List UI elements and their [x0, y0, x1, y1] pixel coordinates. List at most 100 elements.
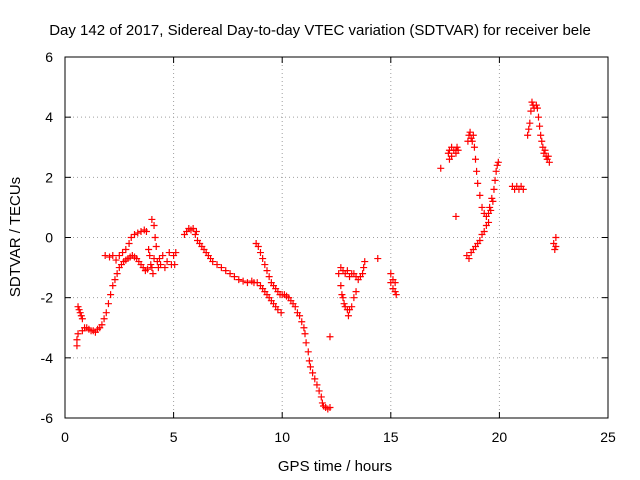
data-point [243, 279, 251, 287]
data-point [537, 131, 545, 139]
data-point [301, 330, 309, 338]
data-point [259, 255, 267, 263]
data-point [298, 318, 306, 326]
data-point [352, 288, 360, 296]
data-point [157, 261, 165, 269]
data-point [392, 291, 400, 299]
data-point [148, 264, 156, 272]
data-point [217, 264, 225, 272]
data-point [146, 252, 154, 260]
y-tick-label: 4 [45, 109, 53, 125]
data-point [101, 252, 109, 260]
data-point [151, 234, 159, 241]
data-points [73, 98, 560, 413]
axis-ticks: 0 5 10 15 20 25 -6 -4 -2 0 2 4 6 [41, 49, 616, 445]
y-tick-label: -4 [41, 350, 54, 366]
data-point [113, 270, 121, 278]
y-tick-label: 6 [45, 49, 53, 65]
data-point [102, 309, 110, 317]
data-point [209, 258, 217, 266]
data-point [524, 131, 532, 139]
data-point [115, 252, 123, 260]
data-point [253, 279, 261, 287]
data-point [265, 273, 273, 281]
data-point [302, 339, 310, 347]
data-point [127, 234, 135, 241]
data-point [545, 158, 553, 166]
x-tick-label: 20 [492, 429, 508, 445]
data-point [339, 294, 347, 302]
data-point [452, 212, 460, 220]
data-point [326, 403, 334, 411]
y-tick-label: 0 [45, 230, 53, 246]
data-point [291, 303, 299, 311]
data-point [304, 348, 312, 356]
data-point [112, 256, 120, 264]
data-point [189, 224, 197, 232]
chart-title: Day 142 of 2017, Sidereal Day-to-day VTE… [49, 22, 591, 39]
data-point [544, 152, 552, 160]
data-point [109, 282, 117, 290]
y-tick-label: -6 [41, 410, 54, 426]
data-point [326, 333, 334, 341]
x-tick-label: 0 [61, 429, 69, 445]
data-point [100, 315, 108, 323]
data-point [109, 252, 117, 260]
data-point [534, 113, 542, 121]
data-point [147, 261, 155, 269]
data-point [261, 261, 269, 269]
data-point [104, 300, 112, 308]
data-point [315, 387, 323, 395]
data-point [74, 330, 82, 338]
data-point [131, 230, 139, 238]
data-point [163, 258, 171, 266]
data-point [453, 143, 461, 151]
y-tick-label: -2 [41, 290, 54, 306]
data-point [172, 249, 180, 257]
data-point [311, 375, 319, 383]
data-point [465, 255, 473, 263]
data-point [348, 303, 356, 311]
data-point [470, 143, 478, 151]
data-point [469, 131, 477, 139]
data-point [277, 309, 285, 317]
data-point [274, 306, 282, 314]
data-point [254, 243, 262, 251]
data-point [485, 218, 493, 226]
data-point [77, 312, 85, 320]
data-point [161, 264, 169, 272]
data-point [476, 191, 484, 199]
data-point [494, 158, 502, 166]
data-point [78, 315, 86, 323]
data-point [476, 237, 484, 245]
data-point [387, 270, 395, 278]
data-point [489, 197, 497, 205]
data-point [527, 107, 535, 115]
data-point [300, 324, 308, 332]
data-point [488, 194, 496, 202]
data-point [526, 119, 534, 127]
data-point [361, 258, 369, 266]
data-point [256, 249, 264, 257]
data-point [344, 312, 352, 320]
data-point [533, 104, 541, 112]
data-point [317, 393, 325, 401]
data-point [98, 321, 106, 329]
data-point [490, 185, 498, 193]
x-tick-label: 25 [600, 429, 616, 445]
data-point [480, 227, 488, 235]
data-point [444, 149, 452, 157]
data-point [159, 252, 167, 260]
data-point [142, 227, 150, 235]
data-point [437, 164, 445, 172]
data-point [134, 229, 142, 237]
data-point [536, 122, 544, 130]
data-point [552, 234, 560, 241]
data-point [338, 291, 346, 299]
data-point [487, 206, 495, 214]
data-point [125, 240, 133, 248]
data-point [340, 300, 348, 308]
data-point [466, 128, 474, 136]
data-point [106, 253, 114, 261]
